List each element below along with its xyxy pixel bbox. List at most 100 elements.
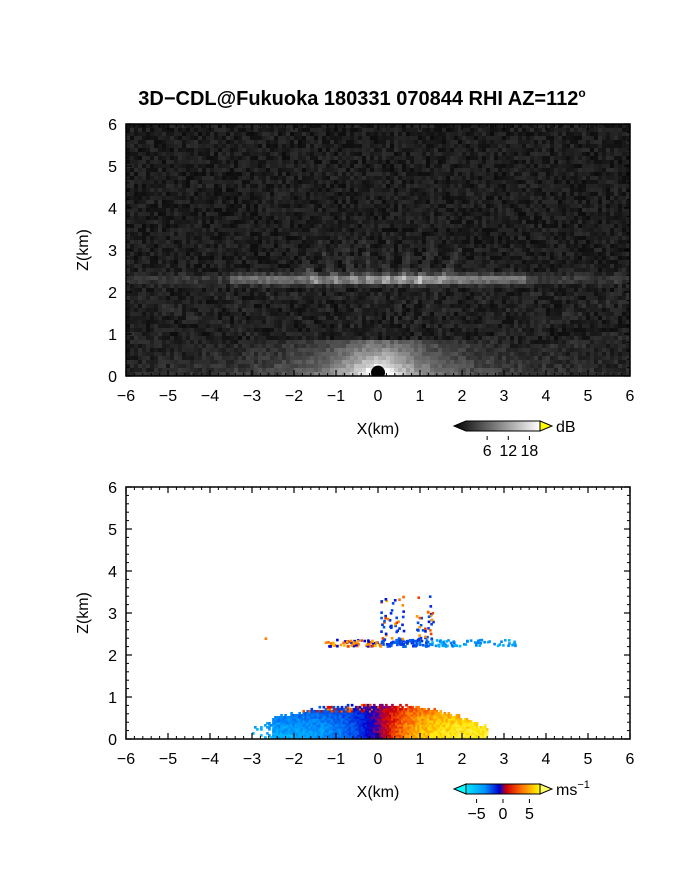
- reflectivity-cell: [598, 248, 602, 252]
- reflectivity-cell: [326, 256, 330, 260]
- reflectivity-cell: [358, 236, 362, 240]
- reflectivity-cell: [562, 268, 566, 272]
- reflectivity-cell: [306, 124, 310, 128]
- reflectivity-cell: [186, 228, 190, 232]
- reflectivity-cell: [226, 128, 230, 132]
- reflectivity-cell: [622, 144, 626, 148]
- reflectivity-cell: [142, 140, 146, 144]
- reflectivity-cell: [462, 272, 466, 276]
- reflectivity-cell: [266, 252, 270, 256]
- reflectivity-cell: [558, 172, 562, 176]
- reflectivity-cell: [622, 268, 626, 272]
- reflectivity-cell: [142, 280, 146, 284]
- reflectivity-cell: [486, 144, 490, 148]
- reflectivity-cell: [438, 140, 442, 144]
- reflectivity-cell: [406, 236, 410, 240]
- reflectivity-cell: [186, 140, 190, 144]
- reflectivity-cell: [358, 132, 362, 136]
- reflectivity-cell: [470, 140, 474, 144]
- reflectivity-cell: [154, 228, 158, 232]
- reflectivity-cell: [342, 200, 346, 204]
- reflectivity-cell: [482, 220, 486, 224]
- reflectivity-cell: [402, 176, 406, 180]
- reflectivity-cell: [198, 260, 202, 264]
- reflectivity-cell: [278, 128, 282, 132]
- reflectivity-cell: [206, 240, 210, 244]
- reflectivity-cell: [434, 144, 438, 148]
- reflectivity-cell: [350, 200, 354, 204]
- reflectivity-cell: [586, 268, 590, 272]
- reflectivity-cell: [458, 160, 462, 164]
- reflectivity-cell: [446, 228, 450, 232]
- reflectivity-cell: [174, 172, 178, 176]
- reflectivity-cell: [206, 264, 210, 268]
- reflectivity-cell: [414, 144, 418, 148]
- reflectivity-cell: [574, 264, 578, 268]
- reflectivity-cell: [158, 240, 162, 244]
- reflectivity-cell: [554, 200, 558, 204]
- reflectivity-cell: [518, 252, 522, 256]
- reflectivity-cell: [334, 164, 338, 168]
- reflectivity-cell: [266, 188, 270, 192]
- reflectivity-cell: [138, 232, 142, 236]
- reflectivity-cell: [302, 200, 306, 204]
- reflectivity-cell: [602, 136, 606, 140]
- reflectivity-cell: [358, 180, 362, 184]
- reflectivity-cell: [278, 160, 282, 164]
- reflectivity-cell: [518, 136, 522, 140]
- reflectivity-cell: [494, 196, 498, 200]
- reflectivity-cell: [238, 272, 242, 276]
- reflectivity-cell: [250, 244, 254, 248]
- reflectivity-cell: [570, 152, 574, 156]
- reflectivity-cell: [570, 160, 574, 164]
- reflectivity-cell: [470, 232, 474, 236]
- reflectivity-cell: [418, 244, 422, 248]
- reflectivity-cell: [606, 152, 610, 156]
- reflectivity-cell: [334, 160, 338, 164]
- reflectivity-cell: [142, 268, 146, 272]
- reflectivity-cell: [282, 264, 286, 268]
- reflectivity-cell: [610, 152, 614, 156]
- reflectivity-cell: [210, 240, 214, 244]
- reflectivity-cell: [582, 212, 586, 216]
- reflectivity-cell: [422, 212, 426, 216]
- reflectivity-cell: [130, 132, 134, 136]
- reflectivity-cell: [446, 276, 450, 280]
- reflectivity-cell: [506, 160, 510, 164]
- reflectivity-cell: [530, 144, 534, 148]
- reflectivity-cell: [138, 220, 142, 224]
- reflectivity-cell: [462, 140, 466, 144]
- reflectivity-cell: [438, 220, 442, 224]
- reflectivity-cell: [142, 228, 146, 232]
- reflectivity-cell: [138, 208, 142, 212]
- reflectivity-cell: [386, 280, 390, 284]
- reflectivity-cell: [438, 236, 442, 240]
- reflectivity-cell: [538, 168, 542, 172]
- reflectivity-cell: [494, 192, 498, 196]
- reflectivity-cell: [502, 244, 506, 248]
- reflectivity-cell: [234, 148, 238, 152]
- reflectivity-cell: [566, 272, 570, 276]
- reflectivity-cell: [222, 204, 226, 208]
- reflectivity-cell: [254, 276, 258, 280]
- reflectivity-cell: [546, 164, 550, 168]
- reflectivity-cell: [462, 196, 466, 200]
- reflectivity-cell: [338, 260, 342, 264]
- reflectivity-cell: [610, 212, 614, 216]
- reflectivity-cell: [142, 260, 146, 264]
- reflectivity-cell: [202, 272, 206, 276]
- reflectivity-cell: [238, 132, 242, 136]
- reflectivity-cell: [442, 256, 446, 260]
- reflectivity-cell: [582, 208, 586, 212]
- reflectivity-cell: [354, 188, 358, 192]
- reflectivity-cell: [222, 172, 226, 176]
- reflectivity-cell: [546, 144, 550, 148]
- reflectivity-cell: [214, 136, 218, 140]
- reflectivity-cell: [302, 224, 306, 228]
- reflectivity-cell: [234, 252, 238, 256]
- reflectivity-cell: [382, 180, 386, 184]
- reflectivity-cell: [366, 164, 370, 168]
- reflectivity-cell: [174, 128, 178, 132]
- reflectivity-cell: [170, 164, 174, 168]
- reflectivity-cell: [266, 280, 270, 284]
